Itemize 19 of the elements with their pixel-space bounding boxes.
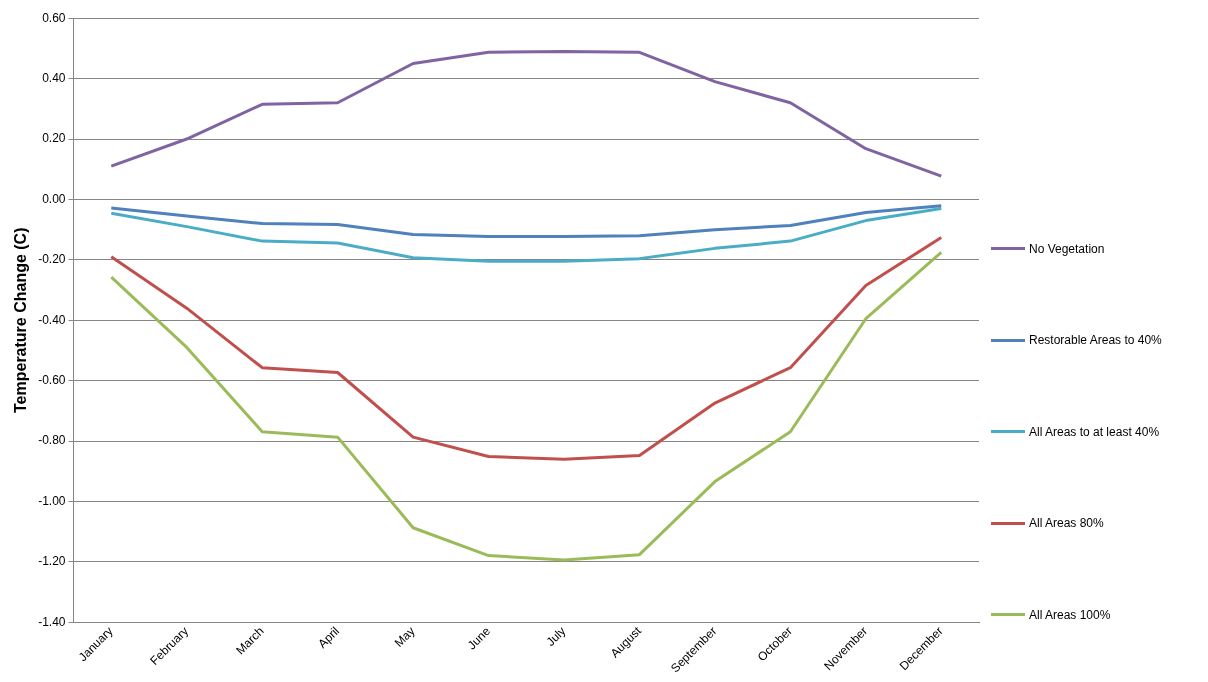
y-tick-label: -0.60 <box>38 372 66 387</box>
y-tick-label: -1.40 <box>38 614 66 629</box>
legend-label: No Vegetation <box>1029 241 1105 256</box>
y-tick-label: -0.40 <box>38 312 66 327</box>
y-tick-label: 0.00 <box>42 191 66 206</box>
y-tick-label: -0.80 <box>38 433 66 448</box>
legend-label: Restorable Areas to 40% <box>1029 333 1162 348</box>
y-tick-label: -0.20 <box>38 252 66 267</box>
x-tick-label: July <box>543 623 569 649</box>
y-tick-label: 0.20 <box>42 131 66 146</box>
legend-label: All Areas to at least 40% <box>1029 424 1160 439</box>
y-axis-title: Temperature Change (C) <box>12 227 30 414</box>
y-tick-label: 0.40 <box>42 70 66 85</box>
y-tick-label: -1.20 <box>38 554 66 569</box>
y-tick-label: 0.60 <box>42 10 66 25</box>
y-tick-label: -1.00 <box>38 493 66 508</box>
legend-label: All Areas 80% <box>1029 516 1104 531</box>
legend-label: All Areas 100% <box>1029 607 1111 622</box>
x-tick-label: May <box>391 623 418 650</box>
